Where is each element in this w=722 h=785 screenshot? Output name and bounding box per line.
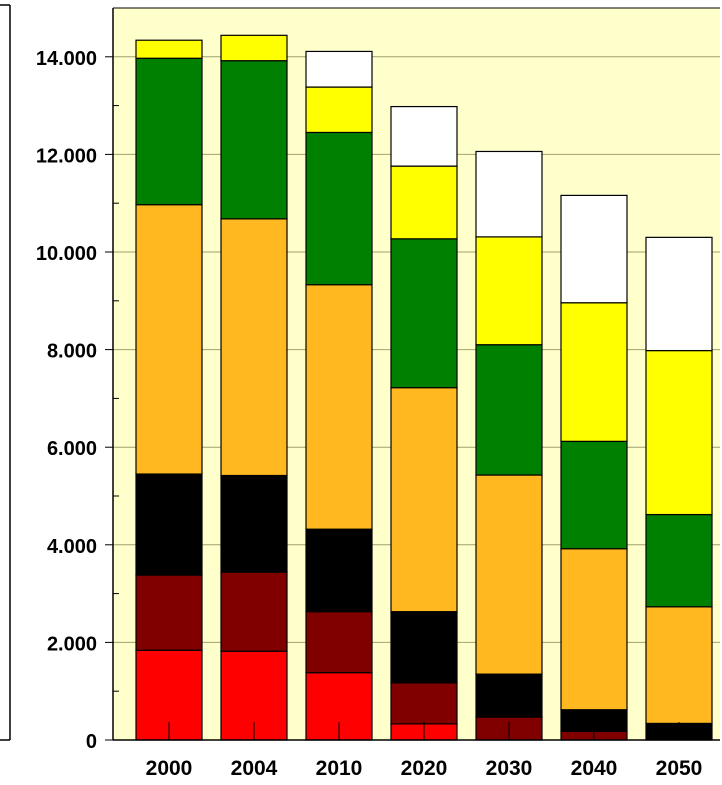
- bar-segment-2030-6: [475, 236, 543, 346]
- bar-segment-2004-3: [220, 474, 288, 573]
- y-tick-label: 8.000: [47, 341, 97, 363]
- tick-labels: 0 2.000 4.000 6.000 8.000 10.000 12.000 14.000 2…: [36, 48, 703, 780]
- bar-segment-2020-4: [390, 387, 458, 613]
- x-tick-label: 2004: [231, 757, 278, 780]
- y-tick-label: 14.000: [36, 48, 97, 70]
- bar-segment-2020-2: [390, 682, 458, 725]
- bar-segment-2050-5: [645, 513, 713, 608]
- y-tick-label: 0: [86, 731, 97, 753]
- y-tick-label: 6.000: [47, 438, 97, 460]
- y-tick-label: 2.000: [47, 633, 97, 655]
- bar-segment-2040-4: [560, 548, 628, 711]
- bar-segment-2010-2: [305, 611, 373, 674]
- bar-segment-2030-7: [475, 150, 543, 238]
- y-tick-label: 12.000: [36, 145, 97, 167]
- bar-segment-2050-7: [645, 236, 713, 352]
- x-tick-label: 2050: [656, 757, 703, 780]
- bar-segment-2010-3: [305, 528, 373, 613]
- bar-segment-2010-7: [305, 50, 373, 88]
- bar-segment-2010-5: [305, 131, 373, 286]
- bar-segment-2050-4: [645, 606, 713, 725]
- bar-segment-2030-4: [475, 474, 543, 675]
- y-tick-label: 4.000: [47, 536, 97, 558]
- x-tick-label: 2000: [146, 757, 193, 780]
- x-tick-label: 2030: [486, 757, 533, 780]
- bar-segment-2040-6: [560, 302, 628, 442]
- bar-segment-2030-3: [475, 673, 543, 718]
- bar-segment-2004-5: [220, 60, 288, 220]
- x-tick-label: 2040: [571, 757, 618, 780]
- bar-segment-2004-4: [220, 218, 288, 477]
- left-panel-stub: [0, 4, 11, 741]
- bar-segment-2010-4: [305, 284, 373, 530]
- bar-segment-2030-5: [475, 344, 543, 476]
- bar-segment-2020-3: [390, 611, 458, 684]
- bar-segment-2000-5: [135, 57, 203, 206]
- bar-segment-2000-4: [135, 204, 203, 475]
- bar-segment-2000-6: [135, 39, 203, 59]
- bar-segment-2004-6: [220, 34, 288, 62]
- bar-segment-2000-2: [135, 574, 203, 651]
- bar-segment-2010-6: [305, 86, 373, 134]
- bar-segment-2020-7: [390, 105, 458, 167]
- bar-segment-2020-5: [390, 238, 458, 389]
- bar-segment-2020-6: [390, 165, 458, 240]
- axes: [105, 7, 720, 741]
- x-tick-label: 2020: [401, 757, 448, 780]
- x-tick-label: 2010: [316, 757, 363, 780]
- bar-segment-2004-2: [220, 571, 288, 652]
- y-tick-label: 10.000: [36, 243, 97, 265]
- bar-segment-2040-5: [560, 440, 628, 550]
- bar-segment-2050-6: [645, 349, 713, 516]
- bar-segment-2040-7: [560, 194, 628, 304]
- bar-segment-2000-3: [135, 473, 203, 576]
